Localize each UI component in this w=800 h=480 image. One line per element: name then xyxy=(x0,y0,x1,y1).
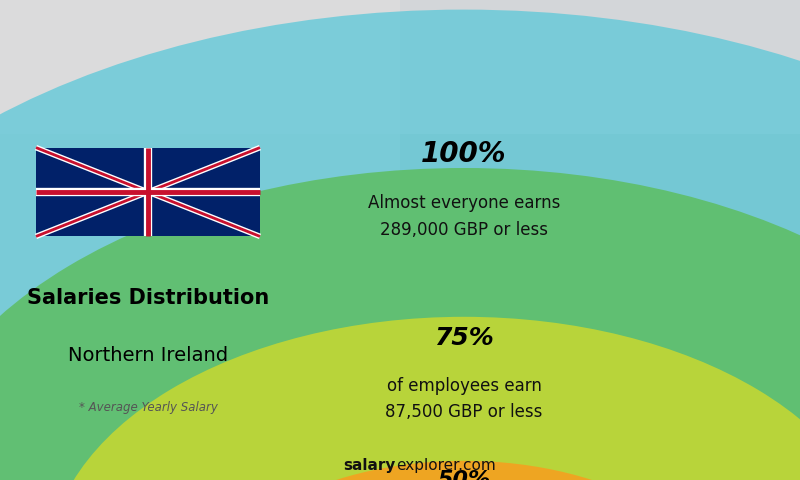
Text: * Average Yearly Salary: * Average Yearly Salary xyxy=(78,401,218,415)
Bar xyxy=(400,0,800,480)
Text: 100%: 100% xyxy=(422,140,506,168)
Bar xyxy=(36,148,260,237)
Text: Salaries Distribution: Salaries Distribution xyxy=(27,288,269,308)
Text: 75%: 75% xyxy=(434,326,494,350)
Bar xyxy=(0,0,800,134)
Circle shape xyxy=(0,10,800,480)
Text: 87,500 GBP or less: 87,500 GBP or less xyxy=(386,403,542,421)
Text: Northern Ireland: Northern Ireland xyxy=(68,346,228,365)
Circle shape xyxy=(48,317,800,480)
Text: of employees earn: of employees earn xyxy=(386,377,542,395)
Text: 50%: 50% xyxy=(438,469,490,480)
Text: explorer.com: explorer.com xyxy=(396,458,496,473)
Text: 289,000 GBP or less: 289,000 GBP or less xyxy=(380,221,548,239)
Text: Almost everyone earns: Almost everyone earns xyxy=(368,194,560,213)
Circle shape xyxy=(192,461,736,480)
Bar xyxy=(0,0,400,480)
Text: salary: salary xyxy=(344,458,396,473)
Circle shape xyxy=(0,168,800,480)
